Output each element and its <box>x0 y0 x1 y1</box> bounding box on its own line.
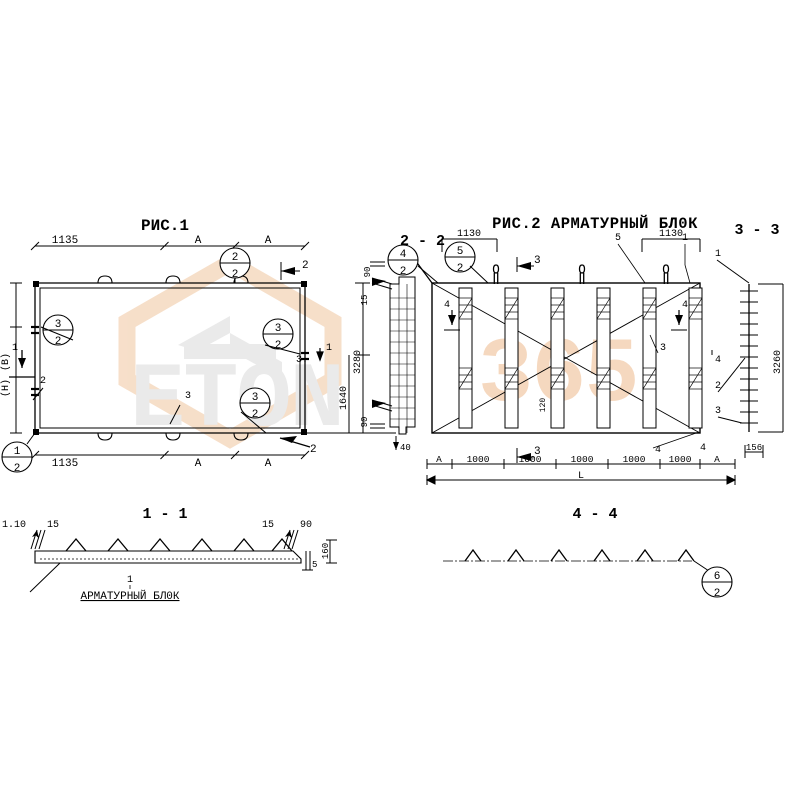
svg-text:(В): (В) <box>0 353 12 371</box>
svg-text:L: L <box>578 471 584 482</box>
svg-text:A: A <box>195 235 202 247</box>
svg-text:4: 4 <box>682 300 688 311</box>
svg-text:2: 2 <box>302 260 309 272</box>
svg-text:3: 3 <box>185 391 191 402</box>
svg-text:15: 15 <box>262 520 274 531</box>
svg-text:2: 2 <box>715 381 721 392</box>
svg-text:3: 3 <box>252 392 259 404</box>
svg-text:1000: 1000 <box>571 454 594 465</box>
svg-text:4: 4 <box>715 355 721 366</box>
svg-text:A: A <box>195 458 202 470</box>
svg-text:15: 15 <box>360 295 370 306</box>
svg-text:4: 4 <box>444 300 450 311</box>
svg-text:2: 2 <box>714 588 721 600</box>
svg-text:5: 5 <box>457 246 464 258</box>
svg-text:1: 1 <box>12 343 18 354</box>
svg-text:A: A <box>436 454 442 465</box>
svg-text:(Н): (Н) <box>0 379 12 397</box>
svg-text:3: 3 <box>715 406 721 417</box>
svg-text:2: 2 <box>40 376 46 387</box>
svg-text:1: 1 <box>127 575 133 586</box>
svg-text:2: 2 <box>14 463 21 475</box>
svg-text:90: 90 <box>360 417 370 428</box>
svg-text:3.: 3. <box>296 355 308 366</box>
svg-text:1135: 1135 <box>52 235 78 247</box>
svg-text:15: 15 <box>47 520 59 531</box>
svg-text:1 - 1: 1 - 1 <box>142 506 187 523</box>
svg-text:40: 40 <box>400 443 411 453</box>
svg-text:1000: 1000 <box>669 454 692 465</box>
svg-text:5: 5 <box>312 560 317 570</box>
svg-text:3: 3 <box>660 343 666 354</box>
svg-text:1130: 1130 <box>659 229 683 240</box>
svg-text:ETON: ETON <box>130 348 343 453</box>
svg-text:1: 1 <box>715 249 721 260</box>
svg-text:РИС.1: РИС.1 <box>141 217 189 235</box>
svg-text:A: A <box>265 458 272 470</box>
svg-text:4 - 4: 4 - 4 <box>572 506 617 523</box>
svg-text:2: 2 <box>310 444 317 456</box>
svg-text:2: 2 <box>457 263 464 275</box>
svg-text:1: 1 <box>14 446 21 458</box>
svg-text:2: 2 <box>232 252 239 264</box>
svg-text:1: 1 <box>326 343 332 354</box>
svg-text:1: 1 <box>682 233 688 244</box>
svg-text:3 - 3: 3 - 3 <box>734 222 779 239</box>
svg-text:5: 5 <box>615 233 621 244</box>
svg-text:4: 4 <box>400 249 407 261</box>
svg-text:3280: 3280 <box>353 350 364 374</box>
svg-text:90: 90 <box>363 267 373 278</box>
svg-text:2: 2 <box>275 340 282 352</box>
svg-text:2: 2 <box>400 266 407 278</box>
svg-text:1000: 1000 <box>467 454 490 465</box>
svg-text:1130: 1130 <box>457 229 481 240</box>
svg-text:156: 156 <box>746 443 762 453</box>
svg-text:3: 3 <box>275 323 282 335</box>
svg-text:1135: 1135 <box>52 458 78 470</box>
svg-text:2: 2 <box>55 336 62 348</box>
svg-text:2: 2 <box>252 409 259 421</box>
svg-text:160: 160 <box>321 543 331 559</box>
svg-text:6: 6 <box>714 571 721 583</box>
svg-text:3260: 3260 <box>773 350 784 374</box>
svg-text:90: 90 <box>300 520 312 531</box>
svg-text:120: 120 <box>539 398 548 413</box>
svg-text:A: A <box>714 454 720 465</box>
svg-text:1.10: 1.10 <box>2 520 26 531</box>
svg-text:4: 4 <box>700 443 706 454</box>
svg-text:1640: 1640 <box>339 386 350 410</box>
svg-text:АРМАТУРНЫЙ БЛ0К: АРМАТУРНЫЙ БЛ0К <box>80 589 179 603</box>
svg-text:3: 3 <box>55 319 62 331</box>
svg-text:1000: 1000 <box>519 454 542 465</box>
svg-text:A: A <box>265 235 272 247</box>
svg-text:1000: 1000 <box>623 454 646 465</box>
svg-text:3: 3 <box>534 255 541 267</box>
